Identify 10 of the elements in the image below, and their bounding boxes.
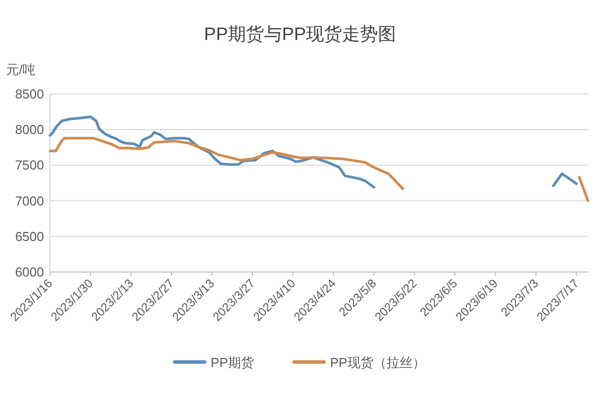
chart-title: PP期货与PP现货走势图 bbox=[204, 24, 396, 44]
legend-label: PP现货（拉丝） bbox=[330, 355, 426, 370]
y-tick-label: 6000 bbox=[15, 264, 44, 280]
y-axis-title: 元/吨 bbox=[6, 62, 36, 77]
y-tick-label: 8500 bbox=[15, 86, 44, 102]
y-tick-label: 7500 bbox=[15, 158, 44, 173]
y-tick-label: 8000 bbox=[15, 122, 44, 138]
legend-label: PP期货 bbox=[210, 355, 254, 370]
y-tick-label: 7000 bbox=[15, 193, 44, 208]
y-tick-label: 6500 bbox=[15, 228, 44, 244]
